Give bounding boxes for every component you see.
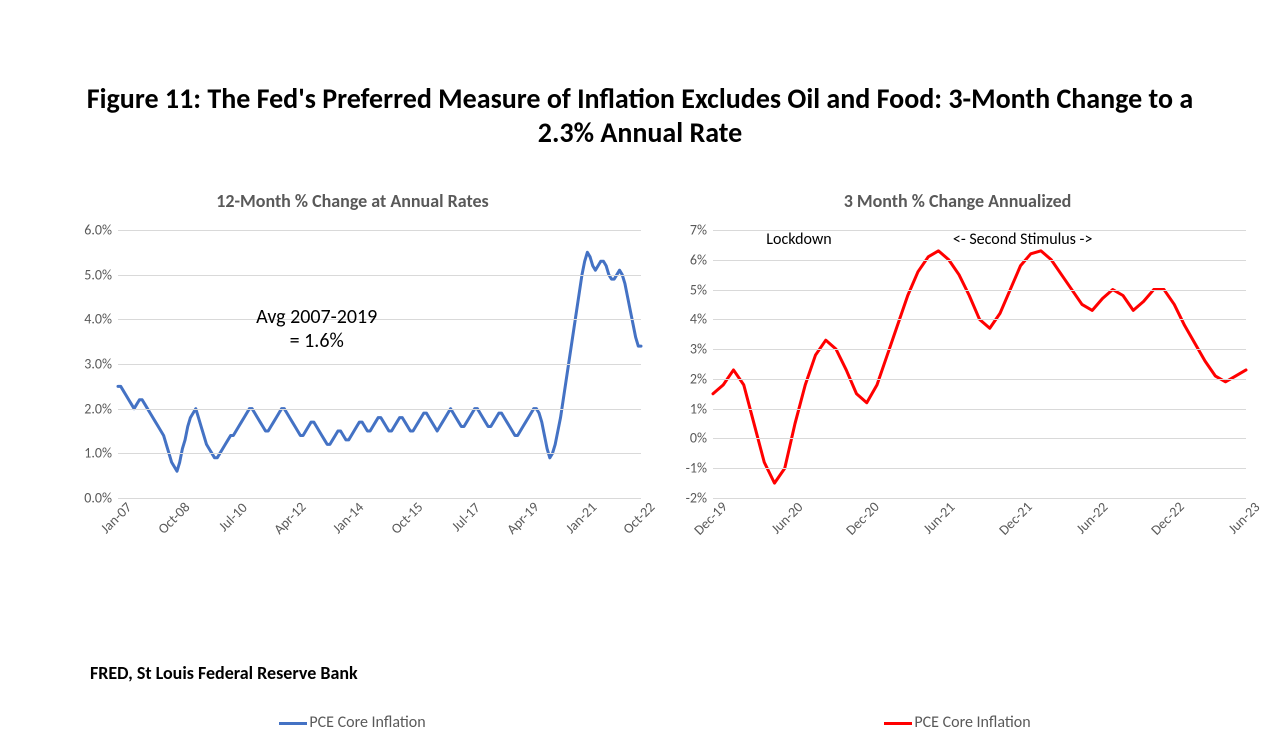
y-tick-label: 4% [690, 311, 707, 328]
gridline [713, 409, 1246, 410]
x-tick-label: Jun-20 [768, 499, 807, 538]
left-legend-swatch [279, 722, 307, 725]
x-tick-label: Jun-23 [1225, 499, 1264, 538]
gridline [713, 349, 1246, 350]
x-tick-label: Jan-14 [329, 499, 367, 537]
right-legend-swatch [884, 722, 912, 725]
x-tick-label: Jun-22 [1072, 499, 1111, 538]
x-tick-label: Dec-22 [1147, 498, 1187, 538]
y-tick-label: 3% [690, 341, 707, 358]
gridline [118, 275, 641, 276]
right-legend: PCE Core Inflation [665, 713, 1250, 732]
y-tick-label: 0% [690, 430, 707, 447]
x-tick-label: Apr-19 [503, 499, 542, 538]
y-tick-label: 2% [690, 370, 707, 387]
y-tick-label: 5% [690, 281, 707, 298]
x-tick-label: Jul-17 [448, 499, 484, 535]
chart-annotation: Lockdown [766, 230, 831, 249]
y-tick-label: 5.0% [84, 266, 112, 283]
gridline [118, 319, 641, 320]
chart-annotation: <- Second Stimulus -> [953, 230, 1093, 249]
x-tick-label: Jun-21 [920, 499, 959, 538]
y-tick-label: 1.0% [84, 445, 112, 462]
x-tick-label: Apr-12 [271, 499, 310, 538]
gridline [713, 319, 1246, 320]
x-tick-label: Jan-21 [562, 499, 600, 537]
left-chart: 12-Month % Change at Annual Rates 0.0% 1.… [60, 190, 645, 640]
gridline [118, 409, 641, 410]
left-subtitle: 12-Month % Change at Annual Rates [60, 190, 645, 212]
gridline [713, 290, 1246, 291]
y-tick-label: 2.0% [84, 400, 112, 417]
y-tick-label: 6.0% [84, 222, 112, 239]
gridline [118, 364, 641, 365]
chart-annotation: Avg 2007-2019= 1.6% [256, 305, 377, 353]
left-legend-label: PCE Core Inflation [309, 713, 425, 732]
y-tick-label: 6% [690, 251, 707, 268]
gridline [118, 498, 641, 499]
x-tick-label: Oct-22 [620, 499, 659, 538]
gridline [118, 453, 641, 454]
figure-title: Figure 11: The Fed's Preferred Measure o… [0, 82, 1280, 149]
y-tick-label: 4.0% [84, 311, 112, 328]
source-label: FRED, St Louis Federal Reserve Bank [90, 662, 358, 684]
gridline [118, 230, 641, 231]
left-legend: PCE Core Inflation [60, 713, 645, 732]
gridline [713, 260, 1246, 261]
y-tick-label: 0.0% [84, 490, 112, 507]
x-tick-label: Oct-08 [155, 499, 194, 538]
x-tick-label: Dec-21 [995, 498, 1035, 538]
charts-container: 12-Month % Change at Annual Rates 0.0% 1.… [60, 190, 1250, 640]
right-chart: 3 Month % Change Annualized -2% -1% 0% 1% 2%… [665, 190, 1250, 640]
x-tick-label: Oct-15 [387, 499, 426, 538]
gridline [713, 468, 1246, 469]
x-tick-label: Jul-10 [215, 499, 251, 535]
y-tick-label: 7% [690, 222, 707, 239]
y-tick-label: 3.0% [84, 356, 112, 373]
gridline [713, 379, 1246, 380]
y-tick-label: 1% [690, 400, 707, 417]
gridline [713, 438, 1246, 439]
right-legend-label: PCE Core Inflation [914, 713, 1030, 732]
right-line [713, 230, 1246, 498]
x-tick-label: Dec-20 [843, 498, 883, 538]
y-tick-label: -2% [686, 490, 707, 507]
y-tick-label: -1% [686, 460, 707, 477]
right-subtitle: 3 Month % Change Annualized [665, 190, 1250, 212]
